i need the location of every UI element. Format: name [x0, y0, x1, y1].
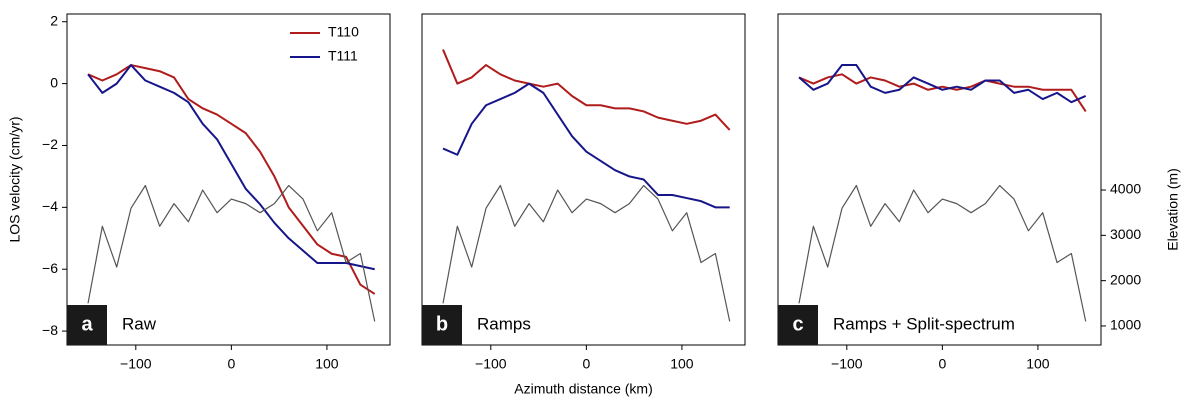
velocity-line [87, 64, 376, 295]
legend-label: T111 [328, 48, 358, 64]
elevation-line [87, 184, 376, 322]
y2-tick-label: 2000 [1110, 271, 1141, 287]
panel-title: Ramps [477, 314, 531, 333]
x-tick-label: 100 [670, 356, 694, 372]
velocity-line [798, 64, 1087, 104]
y-axis-label: LOS velocity (cm/yr) [7, 116, 23, 242]
panel-tag: a [81, 313, 93, 335]
y2-tick-label: 4000 [1110, 181, 1141, 197]
y-tick-label: −4 [42, 198, 58, 214]
legend-label: T110 [328, 24, 359, 40]
x-axis-label: Azimuth distance (km) [514, 381, 652, 397]
x-tick-label: −100 [120, 356, 152, 372]
y2-axis-label: Elevation (m) [1165, 168, 1181, 250]
y2-tick-label: 1000 [1110, 317, 1141, 333]
velocity-line [442, 82, 730, 209]
panel-tag-box [778, 305, 818, 345]
y-tick-label: 0 [50, 74, 58, 90]
panel-tag: b [436, 313, 448, 335]
y-tick-label: 2 [50, 12, 58, 28]
x-tick-label: 100 [1026, 356, 1050, 372]
elevation-line [442, 184, 731, 322]
panel-frame [777, 13, 1102, 346]
x-tick-label: 0 [938, 356, 946, 372]
panel-frame [66, 13, 391, 346]
panel-frame [421, 13, 746, 346]
panel-tag-box [67, 305, 107, 345]
x-tick-label: −100 [475, 356, 507, 372]
panel-tag-box [422, 305, 462, 345]
velocity-line [798, 73, 1087, 112]
panel-tag: c [792, 313, 803, 335]
y-tick-label: −2 [42, 136, 58, 152]
x-tick-label: 0 [227, 356, 235, 372]
y2-tick-label: 3000 [1110, 226, 1141, 242]
elevation-line [798, 184, 1087, 322]
velocity-line [442, 49, 731, 131]
x-tick-label: 100 [315, 356, 339, 372]
panel-title: Raw [122, 314, 157, 333]
velocity-line [87, 64, 375, 271]
panel-title: Ramps + Split-spectrum [833, 314, 1015, 333]
y-tick-label: −6 [42, 260, 58, 276]
x-tick-label: 0 [582, 356, 590, 372]
x-tick-label: −100 [831, 356, 863, 372]
y-tick-label: −8 [42, 322, 58, 338]
